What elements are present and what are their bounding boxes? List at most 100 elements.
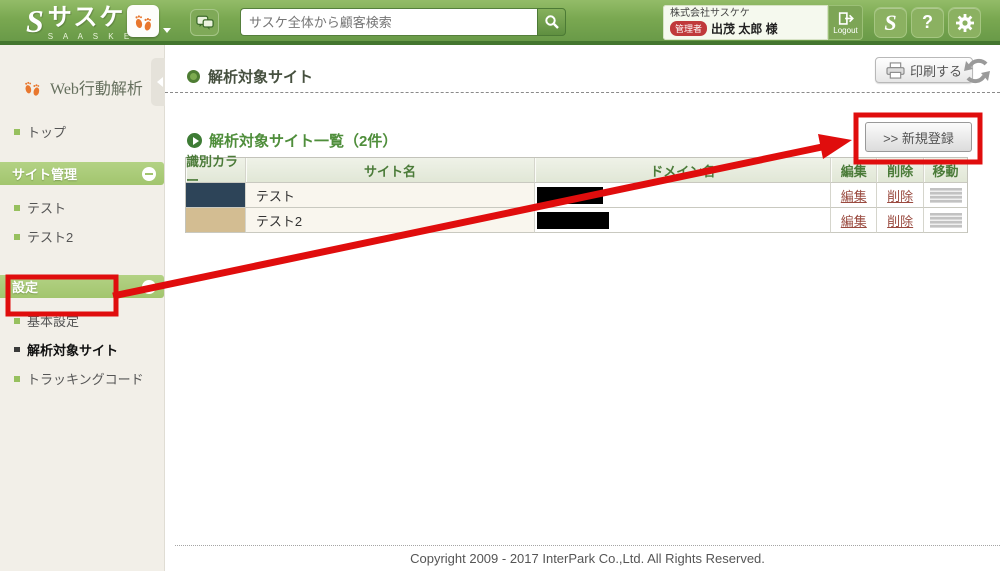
- app-dropdown-caret-icon[interactable]: [163, 28, 171, 33]
- site-name-cell: テスト: [245, 183, 536, 208]
- column-header-site: サイト名: [245, 158, 536, 183]
- column-header-move: 移動: [924, 158, 967, 183]
- saaske-home-button[interactable]: S: [874, 7, 907, 38]
- new-registration-button[interactable]: >> 新規登録: [865, 122, 972, 152]
- edit-cell: 編集: [831, 208, 878, 233]
- site-color-swatch: [186, 208, 245, 232]
- logo-subtext: S A A S K E: [47, 32, 134, 41]
- section-label: 設定: [12, 280, 39, 295]
- sidebar-item-label: 解析対象サイト: [27, 343, 119, 358]
- refresh-button[interactable]: [963, 57, 991, 85]
- print-button[interactable]: 印刷する: [875, 57, 974, 83]
- refresh-icon: [964, 58, 990, 84]
- main-content: 解析対象サイト 印刷する 解析対象サイト一覧（2件）: [165, 45, 1000, 571]
- drag-handle-icon[interactable]: [929, 212, 962, 228]
- edit-link[interactable]: 編集: [840, 188, 867, 204]
- footer: Copyright 2009 - 2017 InterPark Co.,Ltd.…: [175, 545, 1000, 571]
- column-header-delete: 削除: [877, 158, 925, 183]
- drag-handle-icon[interactable]: [929, 187, 962, 203]
- search-input[interactable]: [240, 8, 537, 36]
- table-header-row: 識別カラー サイト名 ドメイン名 編集 削除 移動: [186, 154, 967, 188]
- list-title: 解析対象サイト一覧（2件）: [209, 133, 398, 150]
- site-name-cell: テスト2: [245, 208, 536, 233]
- logout-label: Logout: [833, 25, 858, 35]
- arrow-circle-icon: [187, 133, 202, 148]
- redacted-domain: [537, 211, 610, 229]
- page-title-bar: 解析対象サイト 印刷する: [165, 57, 1000, 93]
- saaske-s-icon: S: [884, 9, 897, 35]
- printer-icon: [886, 61, 905, 79]
- gear-icon: [955, 13, 974, 32]
- help-button[interactable]: ?: [911, 7, 944, 38]
- print-label: 印刷する: [910, 63, 963, 79]
- copyright-text: Copyright 2009 - 2017 InterPark Co.,Ltd.…: [410, 551, 765, 566]
- table-row: テスト 編集 削除: [186, 183, 967, 208]
- sidebar-section-site-management[interactable]: サイト管理: [0, 162, 164, 185]
- logo-text: サスケ: [47, 4, 126, 31]
- collapse-minus-icon[interactable]: [142, 279, 156, 294]
- footprints-icon: [135, 15, 151, 31]
- sidebar-collapse-tab[interactable]: [151, 58, 169, 106]
- web-analytics-app-icon[interactable]: [127, 5, 159, 37]
- sidebar-app-title: Web行動解析: [0, 45, 164, 117]
- table-row: テスト2 編集 削除: [186, 208, 967, 233]
- list-title-row: 解析対象サイト一覧（2件）: [187, 130, 397, 151]
- sidebar-item-label: テスト2: [27, 230, 74, 245]
- column-header-domain: ドメイン名: [535, 158, 832, 183]
- search-icon: [544, 15, 559, 29]
- color-cell: [186, 183, 246, 208]
- title-dot-icon: [187, 69, 200, 83]
- section-label: サイト管理: [12, 167, 78, 182]
- sidebar-item-test2[interactable]: テスト2: [0, 222, 164, 251]
- delete-link[interactable]: 削除: [887, 188, 914, 204]
- bullet-icon: [14, 233, 20, 240]
- company-name: 株式会社サスケケ: [670, 8, 750, 19]
- column-header-color: 識別カラー: [186, 154, 246, 188]
- sidebar-item-tracking-code[interactable]: トラッキングコード: [0, 364, 164, 393]
- column-header-edit: 編集: [831, 158, 878, 183]
- search-button[interactable]: [537, 8, 566, 36]
- saaske-swoosh-icon: S: [26, 3, 44, 39]
- domain-cell: [535, 208, 832, 233]
- bullet-icon: [14, 375, 20, 382]
- sidebar-item-label: トラッキングコード: [27, 372, 144, 387]
- saaske-logo[interactable]: S サスケ S A A S K E: [26, 4, 133, 41]
- user-name: 出茂 太郎 様: [711, 22, 778, 36]
- chat-button[interactable]: [190, 9, 219, 36]
- collapse-minus-icon[interactable]: [142, 166, 156, 181]
- redacted-domain: [537, 186, 604, 204]
- bullet-icon: [14, 347, 20, 352]
- page-title: 解析対象サイト: [208, 68, 314, 86]
- bullet-icon: [14, 204, 20, 211]
- sidebar-item-basic-settings[interactable]: 基本設定: [0, 306, 164, 335]
- top-header-bar: S サスケ S A A S K E: [0, 0, 1000, 45]
- delete-cell: 削除: [877, 183, 925, 208]
- sidebar-item-top[interactable]: トップ: [0, 117, 164, 146]
- sidebar-title-label: Web行動解析: [50, 81, 143, 98]
- color-cell: [186, 208, 246, 233]
- sidebar-item-analysis-target-site[interactable]: 解析対象サイト: [0, 335, 164, 364]
- edit-cell: 編集: [831, 183, 878, 208]
- role-badge: 管理者: [670, 21, 708, 36]
- sidebar-item-label: トップ: [27, 125, 67, 140]
- bullet-icon: [14, 317, 20, 324]
- sidebar-item-label: 基本設定: [27, 314, 80, 329]
- account-info-box[interactable]: 株式会社サスケケ 管理者 出茂 太郎 様: [663, 5, 828, 40]
- delete-link[interactable]: 削除: [887, 213, 914, 229]
- logout-button[interactable]: Logout: [828, 5, 863, 40]
- edit-link[interactable]: 編集: [840, 213, 867, 229]
- sidebar-item-label: テスト: [27, 201, 67, 216]
- settings-button[interactable]: [948, 7, 981, 38]
- footprints-icon: [25, 81, 40, 96]
- bullet-icon: [14, 128, 20, 135]
- delete-cell: 削除: [877, 208, 925, 233]
- sidebar-section-settings[interactable]: 設定: [0, 275, 164, 298]
- domain-cell: [535, 183, 832, 208]
- site-list-table: 識別カラー サイト名 ドメイン名 編集 削除 移動 テスト 編集: [185, 154, 968, 233]
- sidebar: Web行動解析 トップ サイト管理 テスト テスト2 設定 基本設定 解: [0, 45, 165, 571]
- move-cell: [924, 208, 967, 233]
- logout-icon: [838, 11, 854, 25]
- sidebar-item-test[interactable]: テスト: [0, 193, 164, 222]
- help-icon: ?: [922, 12, 933, 32]
